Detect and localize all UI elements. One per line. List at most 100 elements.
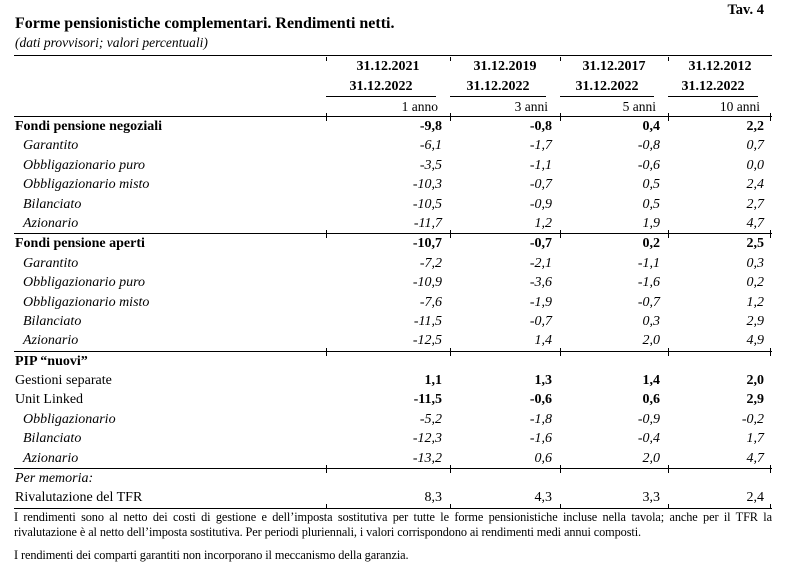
row-value-10y: 0,0 <box>746 157 765 173</box>
row-value-3y: -1,8 <box>529 411 552 427</box>
row-value-5y: 1,9 <box>642 215 661 231</box>
row-label: Azionario <box>23 333 79 349</box>
row-label: Garantito <box>23 255 79 271</box>
stub-spacer <box>14 56 326 76</box>
row-value-5y <box>560 469 668 489</box>
stub-spacer <box>14 97 326 116</box>
row-value-3y <box>450 469 560 489</box>
column-tick <box>560 347 561 356</box>
row-value-3y: -0,6 <box>529 392 552 408</box>
row-label: Obbligazionario misto <box>23 294 150 310</box>
row-value-10y: 4,9 <box>746 333 765 349</box>
row-value-10y: 2,9 <box>746 392 765 408</box>
table-row: Gestioni separate 1,1 1,3 1,4 2,0 <box>14 371 772 390</box>
row-value-5y: 0,4 <box>642 119 661 134</box>
row-value-10y: 2,2 <box>746 119 765 134</box>
row-value-3y: -2,1 <box>529 255 552 271</box>
column-tick <box>668 57 669 61</box>
column-tick <box>770 113 771 121</box>
row-value-5y: -0,8 <box>637 138 660 154</box>
row-value-1y: 8,3 <box>424 490 443 506</box>
row-value-5y: 2,0 <box>642 333 661 349</box>
column-tick <box>560 503 561 508</box>
row-value-3y: -0,7 <box>529 236 552 252</box>
row-value-1y: -11,7 <box>413 215 442 231</box>
table-row: Obbligazionario misto -10,3 -0,7 0,5 2,4 <box>14 175 772 194</box>
row-value-5y: 3,3 <box>642 490 661 506</box>
row-value-10y: 4,7 <box>746 215 765 231</box>
row-label: Unit Linked <box>15 392 84 408</box>
row-value-10y: 0,3 <box>746 255 765 271</box>
column-tick <box>560 57 561 61</box>
row-label: PIP “nuovi” <box>15 353 88 369</box>
row-label: Obbligazionario puro <box>23 275 145 291</box>
footnote: I rendimenti sono al netto dei costi di … <box>14 510 772 539</box>
table-body: Fondi pensione negoziali -9,8 -0,8 0,4 2… <box>14 117 772 509</box>
table-row: Obbligazionario puro -3,5 -1,1 -0,6 0,0 <box>14 156 772 175</box>
column-tick <box>560 230 561 239</box>
table-row: Fondi pensione negoziali -9,8 -0,8 0,4 2… <box>14 117 772 136</box>
row-label: Azionario <box>23 450 79 466</box>
row-value-5y: 0,5 <box>642 196 661 212</box>
row-value-3y: 1,4 <box>534 333 553 349</box>
row-value-10y: 2,4 <box>746 490 765 506</box>
footnotes: I rendimenti sono al netto dei costi di … <box>14 510 772 566</box>
row-label: Per memoria: <box>15 471 94 487</box>
table-row: Bilanciato -11,5 -0,7 0,3 2,9 <box>14 312 772 331</box>
row-label: Obbligazionario misto <box>23 177 150 193</box>
table-row: Fondi pensione aperti -10,7 -0,7 0,2 2,5 <box>14 234 772 253</box>
header-dates-row-2: 31.12.2022 31.12.2022 31.12.2022 31.12.2… <box>14 76 772 97</box>
row-value-1y: -7,2 <box>419 255 442 271</box>
row-value-10y: 0,7 <box>746 138 765 154</box>
header-bottom-rule <box>14 113 772 121</box>
section-rule <box>14 465 772 474</box>
header-periods-row: 1 anno 3 anni 5 anni 10 anni <box>14 97 772 116</box>
row-label: Azionario <box>23 215 79 231</box>
table-row: Bilanciato -10,5 -0,9 0,5 2,7 <box>14 195 772 214</box>
row-value-1y: -12,3 <box>412 431 442 447</box>
row-label: Obbligazionario puro <box>23 157 145 173</box>
row-value-5y <box>560 352 668 372</box>
row-value-10y: 1,2 <box>746 294 765 310</box>
column-tick <box>668 465 669 474</box>
row-value-1y: -10,7 <box>412 236 442 252</box>
table-row: Unit Linked -11,5 -0,6 0,6 2,9 <box>14 390 772 409</box>
col-period: 1 anno <box>401 99 438 114</box>
row-value-1y <box>326 469 450 489</box>
column-tick <box>450 503 451 508</box>
page-title: Forme pensionistiche complementari. Rend… <box>15 15 395 32</box>
row-value-5y: -0,7 <box>637 294 660 310</box>
row-label: Garantito <box>23 138 79 154</box>
row-value-1y: -6,1 <box>419 138 442 154</box>
table-row: Per memoria: <box>14 469 772 488</box>
col-period: 3 anni <box>514 99 548 114</box>
col-date-start: 31.12.2019 <box>473 59 537 74</box>
row-value-3y: -1,6 <box>529 431 552 447</box>
header-dates-row-1: 31.12.2021 31.12.2019 31.12.2017 31.12.2… <box>14 56 772 76</box>
column-tick <box>326 503 327 508</box>
column-tick <box>770 230 771 239</box>
table-row: Azionario -12,5 1,4 2,0 4,9 <box>14 331 772 350</box>
row-value-3y: 1,3 <box>534 373 553 389</box>
page-subtitle: (dati provvisori; valori percentuali) <box>15 35 208 50</box>
table-header: 31.12.2021 31.12.2019 31.12.2017 31.12.2… <box>14 56 772 116</box>
row-value-10y: 0,2 <box>746 275 765 291</box>
section-rule <box>14 230 772 239</box>
col-date-end: 31.12.2022 <box>668 76 758 97</box>
table-row: Azionario -13,2 0,6 2,0 4,7 <box>14 449 772 468</box>
row-value-3y: -0,7 <box>529 177 552 193</box>
footnote: I rendimenti dei comparti garantiti non … <box>14 548 409 563</box>
column-tick <box>560 465 561 474</box>
column-tick <box>668 347 669 356</box>
row-value-3y: -0,7 <box>529 313 552 329</box>
column-tick <box>770 465 771 474</box>
row-value-1y: -3,5 <box>419 157 442 173</box>
row-value-3y: -0,8 <box>529 119 552 134</box>
column-tick <box>326 230 327 239</box>
col-date-end: 31.12.2022 <box>326 76 436 97</box>
col-date-start: 31.12.2017 <box>582 59 646 74</box>
row-value-5y: 1,4 <box>642 373 661 389</box>
row-value-1y: -10,3 <box>412 177 442 193</box>
row-value-3y: 4,3 <box>534 490 553 506</box>
column-tick <box>326 347 327 356</box>
